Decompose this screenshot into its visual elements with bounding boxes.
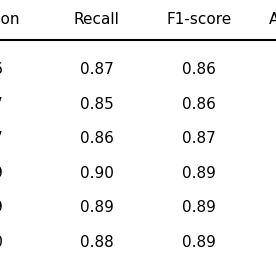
Text: 0.86: 0.86 bbox=[182, 62, 216, 77]
Text: 0.85: 0.85 bbox=[80, 97, 113, 112]
Text: 0.90: 0.90 bbox=[80, 166, 113, 181]
Text: 0.88: 0.88 bbox=[80, 235, 113, 250]
Text: Recall: Recall bbox=[74, 12, 120, 27]
Text: 0.86: 0.86 bbox=[80, 131, 113, 146]
Text: 0.89: 0.89 bbox=[182, 166, 216, 181]
Text: Accuracy: Accuracy bbox=[269, 12, 276, 27]
Text: 0.89: 0.89 bbox=[182, 235, 216, 250]
Text: Precision: Precision bbox=[0, 12, 20, 27]
Text: 0.89: 0.89 bbox=[0, 166, 3, 181]
Text: 0.87: 0.87 bbox=[80, 62, 113, 77]
Text: 0.89: 0.89 bbox=[0, 200, 3, 215]
Text: 0.90: 0.90 bbox=[0, 235, 3, 250]
Text: 0.86: 0.86 bbox=[0, 62, 3, 77]
Text: 0.89: 0.89 bbox=[80, 200, 113, 215]
Text: 0.89: 0.89 bbox=[182, 200, 216, 215]
Text: 0.87: 0.87 bbox=[182, 131, 216, 146]
Text: 0.87: 0.87 bbox=[0, 131, 3, 146]
Text: 0.87: 0.87 bbox=[0, 97, 3, 112]
Text: 0.86: 0.86 bbox=[182, 97, 216, 112]
Text: F1-score: F1-score bbox=[166, 12, 231, 27]
